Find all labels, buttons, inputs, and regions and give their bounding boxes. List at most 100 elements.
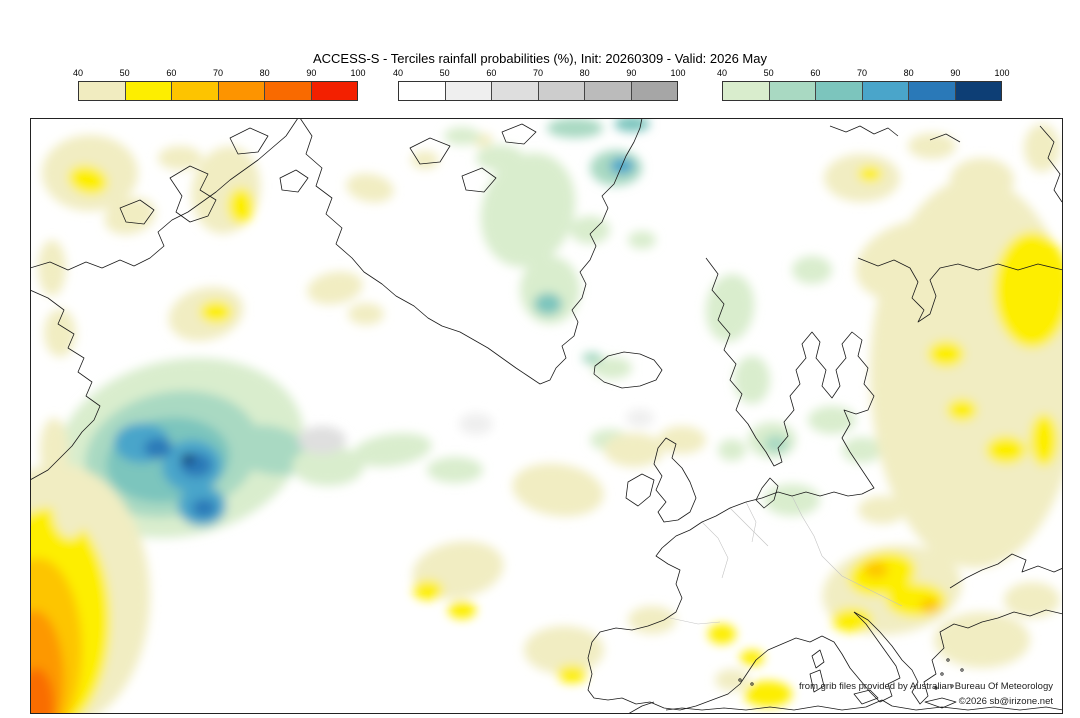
color-swatch <box>815 82 862 100</box>
probability-field <box>30 118 1063 714</box>
color-swatch <box>264 82 311 100</box>
probability-blob <box>1004 582 1060 618</box>
probability-blob <box>228 424 312 476</box>
probability-blob <box>570 216 610 244</box>
probability-blob <box>411 151 439 169</box>
probability-blob <box>858 166 882 182</box>
probability-blob <box>744 681 792 707</box>
copyright-text: ©2026 sb@irizone.net <box>958 696 1053 707</box>
probability-blob <box>842 437 882 463</box>
probability-blob <box>764 484 820 516</box>
rainfall-probability-map <box>30 118 1063 714</box>
map-canvas: from grib files provided by Australian B… <box>30 118 1063 714</box>
tick-label: 100 <box>994 68 1010 78</box>
probability-blob <box>444 127 480 145</box>
colorbar-dry: 40 50 60 70 80 90 100 <box>73 68 366 101</box>
probability-blob <box>181 454 195 464</box>
color-swatch <box>124 82 171 100</box>
probability-blob <box>934 612 1030 668</box>
probability-blob <box>718 439 746 461</box>
tick-label: 90 <box>626 68 637 78</box>
map-frame <box>30 118 1063 714</box>
probability-blob <box>413 580 443 600</box>
probability-blob <box>557 665 587 683</box>
colorbar-neutral-swatches <box>398 81 678 101</box>
probability-blob <box>448 601 476 619</box>
probability-blob <box>858 496 906 524</box>
colorbar-dry-swatches <box>78 81 358 101</box>
tick-label: 100 <box>670 68 686 78</box>
tick-label: 70 <box>856 68 868 78</box>
tick-label: 80 <box>903 68 914 78</box>
probability-blob <box>228 188 254 224</box>
color-swatch <box>491 82 538 100</box>
probability-blob <box>480 153 576 267</box>
probability-blob <box>628 606 676 634</box>
probability-blob <box>908 133 956 159</box>
colorbar-neutral: 40 50 60 70 80 90 100 <box>393 68 686 101</box>
tick-label: 40 <box>72 68 84 78</box>
probability-blob <box>192 499 216 517</box>
color-swatch <box>444 82 491 100</box>
probability-blob <box>604 433 664 467</box>
probability-blob <box>740 650 764 666</box>
tick-label: 40 <box>716 68 728 78</box>
tick-label: 50 <box>439 68 450 78</box>
probability-blob <box>524 626 604 674</box>
probability-blob <box>352 433 432 467</box>
tick-label: 70 <box>532 68 544 78</box>
tick-label: 90 <box>950 68 961 78</box>
probability-blob <box>628 231 656 249</box>
probability-blob <box>592 357 632 379</box>
colorbar-wet-swatches <box>722 81 1002 101</box>
probability-blob <box>886 583 946 617</box>
color-swatch <box>954 82 1001 100</box>
probability-blob <box>298 426 346 454</box>
probability-blob <box>708 624 736 644</box>
probability-blob <box>832 608 872 632</box>
probability-blob <box>44 309 76 357</box>
tick-label: 50 <box>763 68 774 78</box>
color-swatch <box>861 82 908 100</box>
probability-blob <box>864 562 888 578</box>
probability-blob <box>307 271 363 305</box>
probability-blob <box>427 457 483 483</box>
data-credit-text: from grib files provided by Australian B… <box>799 681 1053 692</box>
probability-blob <box>459 413 493 435</box>
tick-label: 80 <box>579 68 590 78</box>
coastlines <box>30 118 1063 714</box>
probability-blob <box>928 341 964 367</box>
color-swatch <box>171 82 218 100</box>
probability-blob <box>986 436 1026 464</box>
probability-blob <box>1030 414 1058 466</box>
probability-blob <box>534 293 562 315</box>
colorbar-wet: 40 50 60 70 80 90 100 <box>717 68 1010 101</box>
tick-label: 90 <box>306 68 317 78</box>
colorbar-neutral-ticks: 40 50 60 70 80 90 100 <box>393 68 686 81</box>
probability-blob <box>40 418 68 482</box>
probability-blob <box>792 256 832 284</box>
probability-blob <box>614 118 650 132</box>
tick-label: 60 <box>486 68 497 78</box>
color-swatch <box>310 82 357 100</box>
colorbar-wet-ticks: 40 50 60 70 80 90 100 <box>717 68 1010 81</box>
probability-blob <box>30 668 54 714</box>
color-swatch <box>217 82 264 100</box>
probability-blob <box>715 669 749 691</box>
probability-blob <box>144 438 172 458</box>
probability-blob <box>38 240 66 296</box>
tick-label: 70 <box>212 68 224 78</box>
probability-blob <box>292 446 364 486</box>
probability-blob <box>855 219 969 301</box>
tick-label: 60 <box>166 68 177 78</box>
color-swatch <box>630 82 677 100</box>
tick-label: 40 <box>392 68 404 78</box>
color-swatch <box>584 82 631 100</box>
probability-blob <box>947 399 977 421</box>
chart-title: ACCESS-S - Terciles rainfall probabiliti… <box>312 51 767 66</box>
color-swatch <box>399 82 445 100</box>
probability-blob <box>808 406 856 434</box>
probability-blob <box>348 303 384 325</box>
probability-blob <box>346 173 394 203</box>
